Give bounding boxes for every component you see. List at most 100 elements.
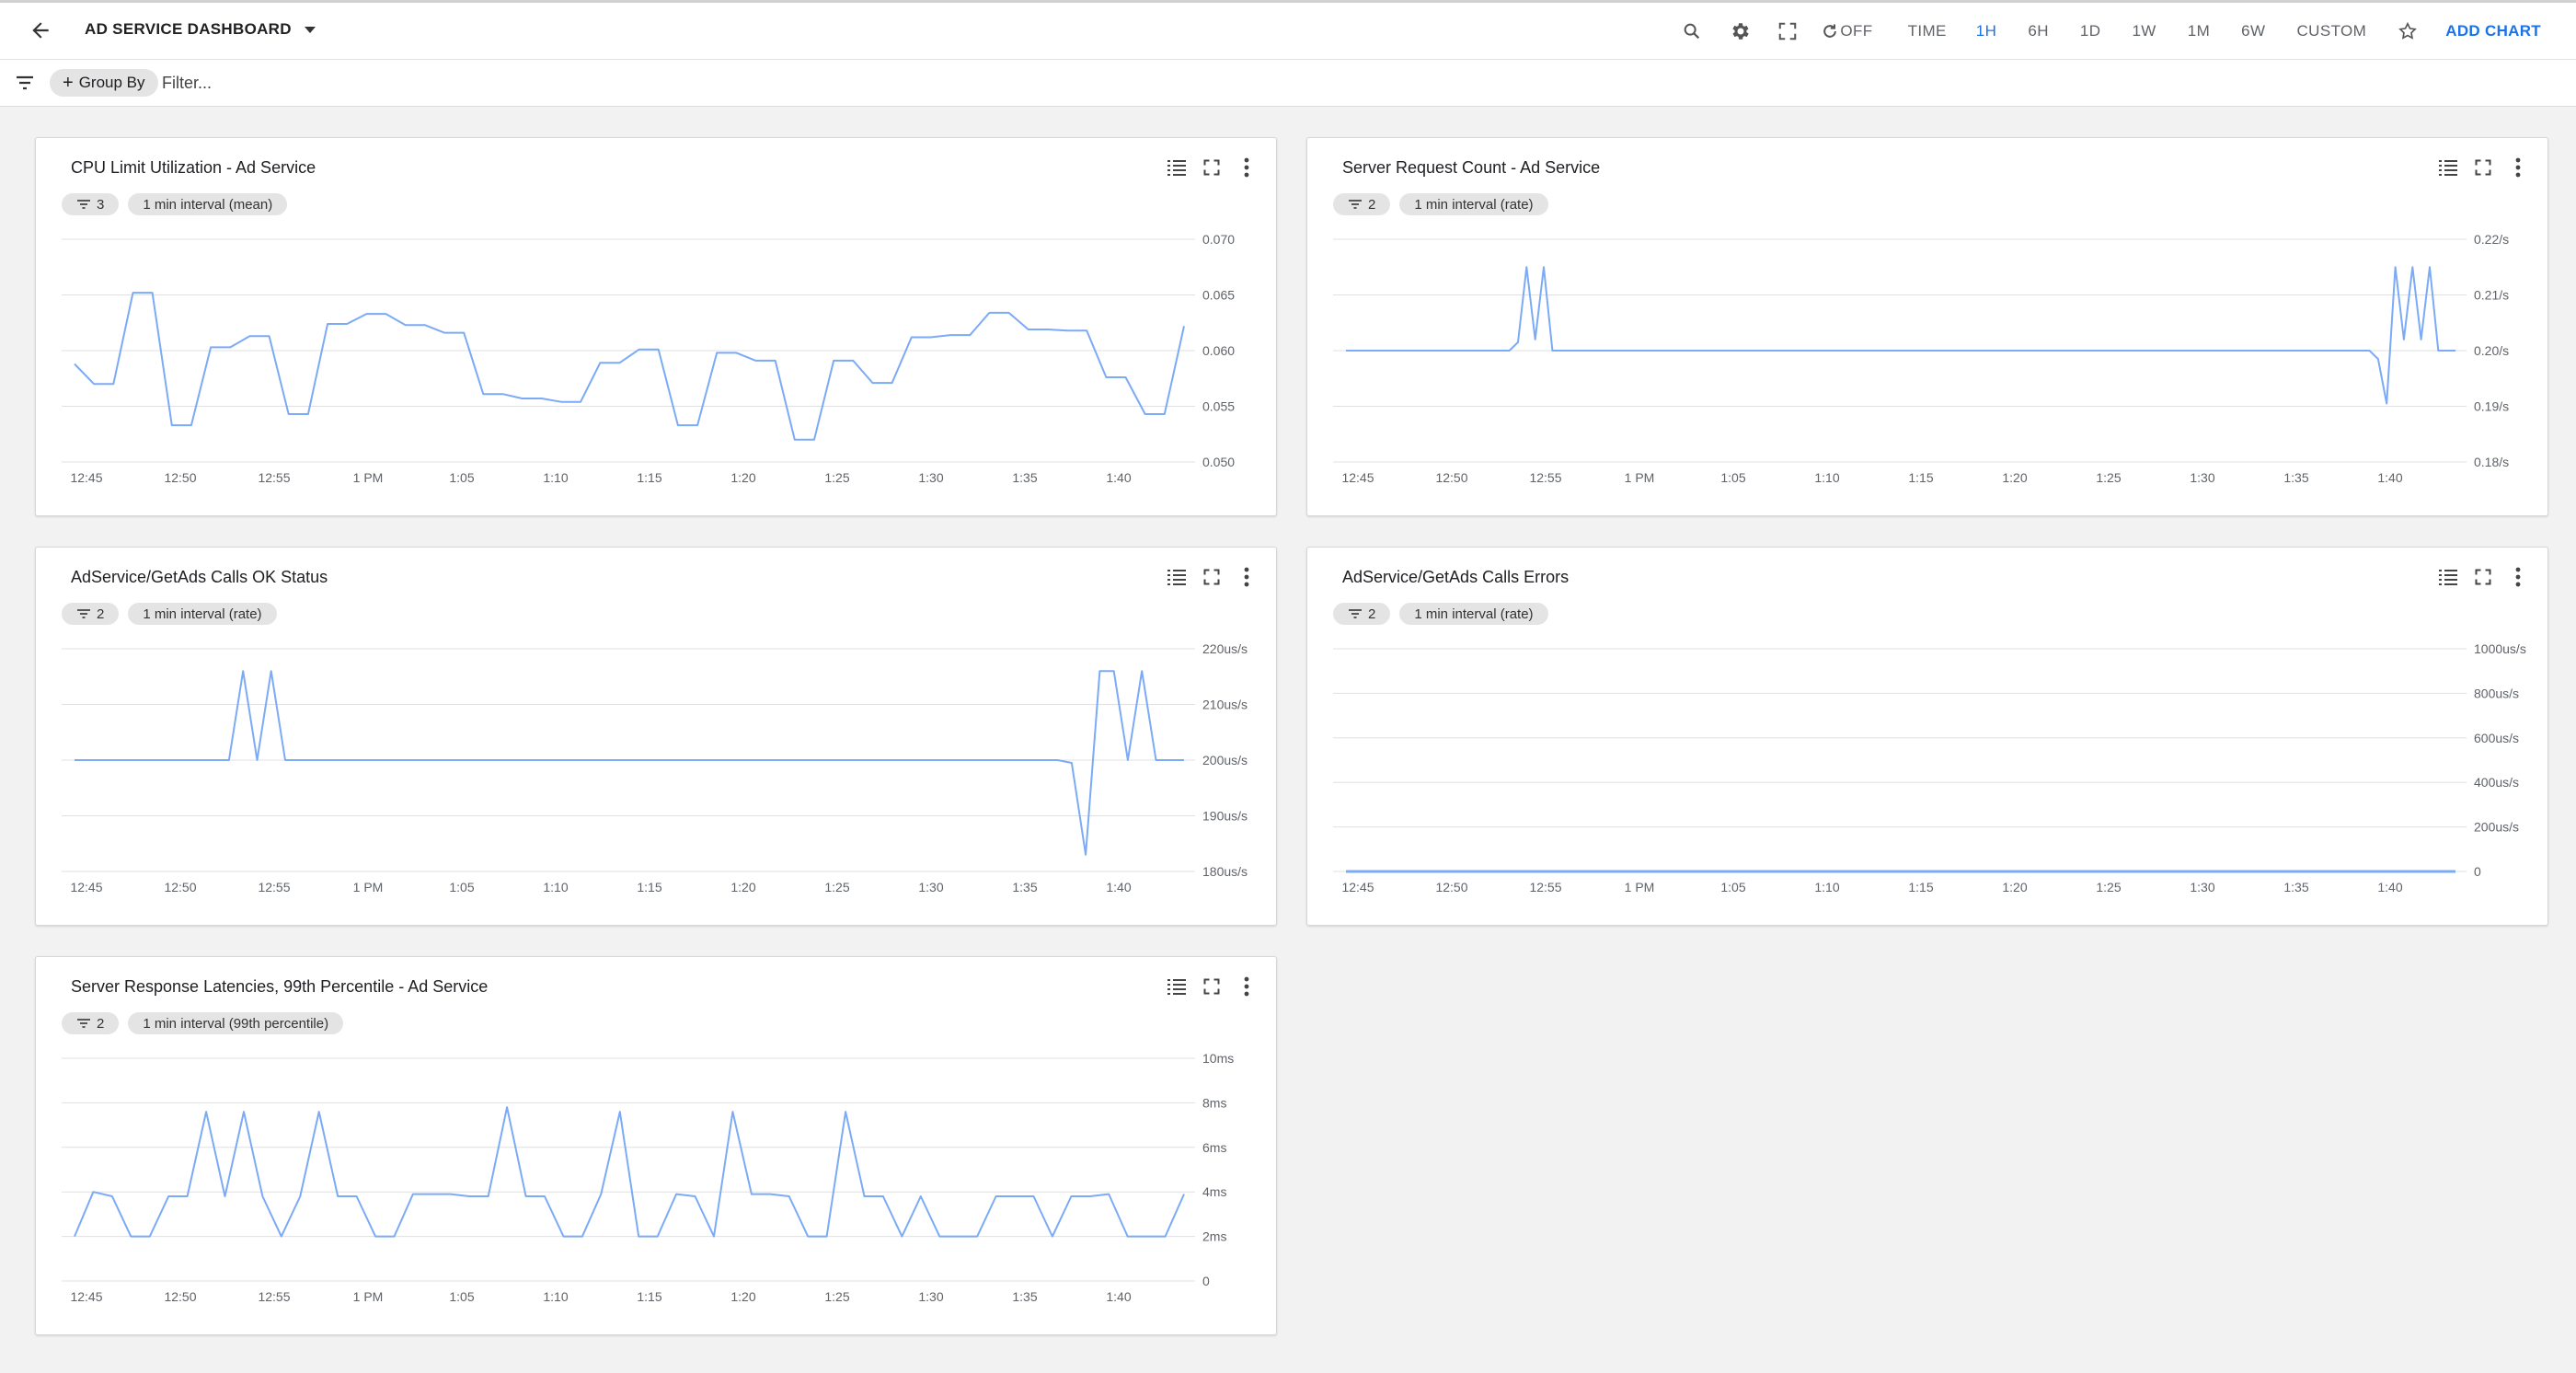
filter-count-chip[interactable]: 2 xyxy=(62,603,120,625)
expand-icon[interactable] xyxy=(2472,156,2494,179)
more-vert-icon[interactable] xyxy=(1236,975,1258,998)
fullscreen-icon[interactable] xyxy=(1774,17,1801,45)
filter-count-chip[interactable]: 3 xyxy=(62,193,120,215)
legend-list-icon[interactable] xyxy=(2437,566,2459,588)
x-tick-label: 1:30 xyxy=(918,1289,943,1304)
legend-list-icon[interactable] xyxy=(1166,566,1188,588)
x-tick-label: 1:05 xyxy=(1720,880,1745,894)
interval-chip[interactable]: 1 min interval (99th percentile) xyxy=(128,1012,344,1034)
series-line[interactable] xyxy=(1346,266,2455,405)
add-chart-button[interactable]: ADD CHART xyxy=(2445,21,2541,40)
chart-title: Server Response Latencies, 99th Percenti… xyxy=(71,977,489,996)
line-chart: 1000us/s 800us/s 600us/s 400us/s 200us/s 0 12:… xyxy=(1333,641,2526,894)
y-tick-label: 0.18/s xyxy=(2474,455,2509,469)
y-tick-label: 200us/s xyxy=(1202,753,1248,767)
interval-chip[interactable]: 1 min interval (mean) xyxy=(128,193,288,215)
auto-refresh-toggle[interactable]: OFF xyxy=(1840,21,1873,40)
chart-title: CPU Limit Utilization - Ad Service xyxy=(71,158,316,177)
x-tick-label: 1:05 xyxy=(449,880,474,894)
series-line[interactable] xyxy=(74,1106,1185,1238)
chevron-down-icon xyxy=(304,26,316,33)
range-6w[interactable]: 6W xyxy=(2241,21,2266,40)
line-chart: 0.070 0.065 0.060 0.055 0.050 12:45 12:50 12:55… xyxy=(62,232,1235,485)
interval-chip[interactable]: 1 min interval (rate) xyxy=(1399,193,1548,215)
series-line[interactable] xyxy=(75,670,1184,856)
more-vert-icon[interactable] xyxy=(1236,566,1258,588)
x-tick-label: 1:40 xyxy=(1106,880,1131,894)
chart-chips: 3 1 min interval (mean) xyxy=(62,193,288,215)
x-tick-label: 1:10 xyxy=(543,470,568,485)
interval-label: 1 min interval (mean) xyxy=(143,196,273,213)
x-tick-label: 1:20 xyxy=(730,470,755,485)
expand-icon[interactable] xyxy=(1201,566,1223,588)
filter-count: 2 xyxy=(1368,606,1376,622)
legend-list-icon[interactable] xyxy=(2437,156,2459,179)
interval-label: 1 min interval (rate) xyxy=(1414,606,1534,622)
x-tick-label: 1:40 xyxy=(1106,470,1131,485)
expand-icon[interactable] xyxy=(1201,156,1223,179)
x-tick-label: 1 PM xyxy=(353,880,384,894)
chart-chips: 2 1 min interval (99th percentile) xyxy=(62,1012,344,1034)
x-tick-label: 1:05 xyxy=(449,470,474,485)
x-tick-label: 1 PM xyxy=(353,470,384,485)
series-line[interactable] xyxy=(74,292,1185,441)
filter-count-chip[interactable]: 2 xyxy=(1333,193,1391,215)
y-tick-label: 4ms xyxy=(1202,1184,1226,1199)
more-vert-icon[interactable] xyxy=(2507,566,2529,588)
range-1h[interactable]: 1H xyxy=(1975,21,1997,40)
x-tick-label: 1:20 xyxy=(2002,470,2027,485)
filter-count-chip[interactable]: 2 xyxy=(62,1012,120,1034)
legend-list-icon[interactable] xyxy=(1166,975,1188,998)
y-tick-label: 0.22/s xyxy=(2474,232,2509,247)
chart-chips: 2 1 min interval (rate) xyxy=(1333,193,1548,215)
x-tick-label: 1:35 xyxy=(1012,470,1037,485)
x-tick-label: 1:40 xyxy=(2377,880,2402,894)
range-1w[interactable]: 1W xyxy=(2132,21,2156,40)
x-tick-label: 1:40 xyxy=(2377,470,2402,485)
x-tick-label: 1:20 xyxy=(730,1289,755,1304)
filter-list-icon[interactable] xyxy=(13,71,37,95)
chart-actions xyxy=(2437,566,2529,588)
interval-chip[interactable]: 1 min interval (rate) xyxy=(1399,603,1548,625)
y-tick-label: 0.050 xyxy=(1202,455,1235,469)
filter-count: 3 xyxy=(97,196,105,213)
back-arrow-icon[interactable] xyxy=(24,14,57,47)
star-icon[interactable] xyxy=(2394,17,2421,45)
interval-chip[interactable]: 1 min interval (rate) xyxy=(128,603,277,625)
filter-input[interactable] xyxy=(162,69,622,97)
dashboard-title-dropdown[interactable]: AD SERVICE DASHBOARD xyxy=(85,20,316,39)
y-tick-label: 210us/s xyxy=(1202,698,1248,712)
y-tick-label: 8ms xyxy=(1202,1095,1226,1110)
x-tick-label: 12:45 xyxy=(1341,470,1374,485)
x-tick-label: 1:30 xyxy=(918,470,943,485)
auto-refresh-icon[interactable] xyxy=(1820,17,1840,45)
more-vert-icon[interactable] xyxy=(1236,156,1258,179)
range-1m[interactable]: 1M xyxy=(2187,21,2211,40)
more-vert-icon[interactable] xyxy=(2507,156,2529,179)
x-tick-label: 1:25 xyxy=(2096,470,2121,485)
line-chart: 10ms 8ms 6ms 4ms 2ms 0 12:45 12:50 12:55 1 PM 1:05… xyxy=(62,1051,1234,1304)
line-chart: 0.22/s 0.21/s 0.20/s 0.19/s 0.18/s 12:45 12:50… xyxy=(1333,232,2509,485)
legend-list-icon[interactable] xyxy=(1166,156,1188,179)
chart-actions xyxy=(1166,156,1258,179)
range-custom[interactable]: CUSTOM xyxy=(2296,21,2367,40)
filter-count-chip[interactable]: 2 xyxy=(1333,603,1391,625)
x-tick-label: 1:35 xyxy=(1012,1289,1037,1304)
expand-icon[interactable] xyxy=(1201,975,1223,998)
search-icon[interactable] xyxy=(1678,17,1706,45)
x-tick-label: 1:20 xyxy=(730,880,755,894)
expand-icon[interactable] xyxy=(2472,566,2494,588)
range-6h[interactable]: 6H xyxy=(2028,21,2049,40)
x-tick-label: 1:15 xyxy=(637,880,661,894)
gear-icon[interactable] xyxy=(1726,17,1754,45)
chart-card: Server Response Latencies, 99th Percenti… xyxy=(35,956,1277,1335)
chart-card: AdService/GetAds Calls Errors 2 1 min inte… xyxy=(1306,547,2548,926)
y-tick-label: 0.065 xyxy=(1202,288,1235,303)
x-tick-label: 1:10 xyxy=(543,880,568,894)
x-tick-label: 12:50 xyxy=(164,1289,196,1304)
range-1d[interactable]: 1D xyxy=(2079,21,2101,40)
y-tick-label: 10ms xyxy=(1202,1051,1234,1066)
group-by-chip[interactable]: + Group By xyxy=(50,69,158,97)
x-tick-label: 1:15 xyxy=(637,1289,661,1304)
x-tick-label: 1:10 xyxy=(1814,880,1839,894)
